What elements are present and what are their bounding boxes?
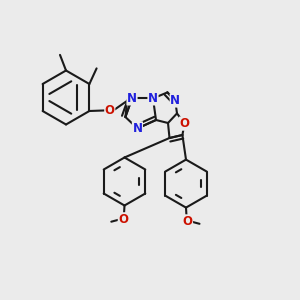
Text: N: N (127, 92, 137, 105)
Text: N: N (132, 122, 142, 135)
Text: N: N (170, 94, 180, 107)
Text: O: O (105, 104, 115, 117)
Text: O: O (182, 215, 193, 228)
Text: O: O (118, 213, 128, 226)
Text: O: O (179, 117, 190, 130)
Text: N: N (148, 92, 158, 105)
